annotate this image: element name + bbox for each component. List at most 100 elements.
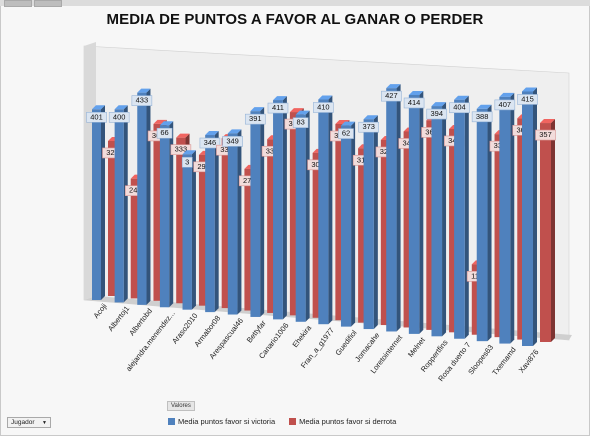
bar-derrota-acoji[interactable] (108, 140, 117, 296)
data-label-derrota-araso2010: 299 (197, 162, 210, 171)
bar-victoria-roppertfins[interactable] (431, 106, 443, 337)
bar-side-victoria-armabor08 (214, 131, 219, 313)
bar-top-victoria-melnet (408, 90, 424, 95)
bar-derrota-albertoj1[interactable] (130, 178, 140, 299)
legend-label-derrota: Media puntos favor si derrota (299, 417, 397, 426)
bar-derrota-canario1006[interactable] (289, 112, 300, 316)
data-label-derrota-alejandra-menendez: 333 (175, 145, 188, 154)
category-label-acoji: Acoji (91, 301, 108, 320)
bar-victoria-albertobd[interactable] (137, 92, 147, 305)
data-label-victoria-melnet: 414 (408, 98, 421, 107)
bar-derrota-jomacahe[interactable] (380, 139, 392, 326)
data-label-bg-victoria-jomacahe (358, 121, 380, 133)
bar-victoria-loretointernet[interactable] (386, 88, 397, 332)
bar-top-victoria-rosa-duerto-7 (454, 95, 469, 100)
bar-derrota-alejandra-menendez[interactable] (176, 137, 186, 304)
values-field-tag[interactable]: Valores (167, 401, 195, 411)
bar-top-victoria-fran-a-g1977 (318, 95, 333, 100)
bar-victoria-fran-a-g1977[interactable] (318, 99, 329, 325)
legend-swatch-derrota (289, 418, 297, 425)
data-label-bg-victoria-canario1006 (267, 102, 289, 114)
bar-victoria-jomacahe[interactable] (363, 119, 374, 330)
bar-side-victoria-alejandra-menendez (169, 121, 174, 308)
bar-top-victoria-ehekira (295, 110, 310, 115)
bar-top-victoria-canario1006 (273, 96, 287, 101)
data-label-derrota-arespascual46: 273 (243, 176, 256, 185)
bar-top-victoria-roppertfins (431, 102, 447, 107)
bar-derrota-xavi876[interactable] (540, 123, 551, 342)
bar-side-victoria-albertoj1 (123, 105, 128, 303)
bar-victoria-alejandra-menendez[interactable] (159, 125, 170, 308)
data-label-bg-victoria-loretointernet (381, 90, 402, 102)
bar-victoria-albertoj1[interactable] (114, 109, 124, 303)
bar-victoria-guedifiol[interactable] (340, 125, 352, 327)
data-label-derrota-jomacahe: 329 (380, 147, 393, 156)
data-label-bg-victoria-xavi876 (517, 94, 538, 105)
category-label-txemamd: Txemamd (490, 345, 518, 377)
bar-derrota-guedifiol[interactable] (358, 148, 369, 323)
data-label-bg-victoria-sloopes63 (471, 111, 493, 123)
bar-side-victoria-sloopes63 (487, 104, 492, 342)
data-label-bg-derrota-xavi876 (535, 129, 556, 141)
bar-victoria-ehekira[interactable] (295, 114, 306, 322)
bar-top-victoria-albertoj1 (114, 105, 128, 110)
bar-side-victoria-xavi876 (533, 87, 537, 346)
bar-top-victoria-jomacahe (363, 115, 378, 120)
tab-stub-2[interactable] (34, 0, 62, 7)
data-label-derrota-albertoj1: 248 (129, 186, 142, 195)
bar-derrota-ehekira[interactable] (312, 152, 323, 318)
bar-side-victoria-arespascual46 (237, 129, 242, 315)
data-label-bg-victoria-bettyfar (244, 113, 266, 125)
bar-side-victoria-melnet (419, 90, 424, 334)
category-label-alejandra-menendez: alejandra.menendez... (124, 309, 177, 373)
data-label-bg-victoria-arespascual46 (222, 136, 243, 147)
bar-victoria-sloopes63[interactable] (476, 108, 488, 342)
legend-item-victoria: Media puntos favor si victoria (168, 417, 275, 426)
data-label-derrota-bettyfar: 330 (266, 146, 279, 155)
bar-derrota-bettyfar[interactable] (267, 139, 277, 313)
data-label-victoria-ehekira: 83 (296, 118, 304, 127)
tab-stub-1[interactable] (4, 0, 32, 7)
bar-side-victoria-albertobd (146, 88, 151, 305)
bar-side-victoria-roppertfins (442, 102, 447, 337)
bar-victoria-melnet[interactable] (408, 94, 420, 334)
data-label-victoria-albertobd: 433 (136, 96, 149, 105)
data-label-victoria-bettyfar: 391 (249, 114, 262, 123)
bar-top-victoria-sloopes63 (476, 104, 492, 109)
bar-derrota-arespascual46[interactable] (244, 168, 255, 311)
bar-victoria-canario1006[interactable] (273, 100, 283, 320)
data-label-bg-victoria-ehekira (292, 117, 309, 128)
bar-derrota-armabor08[interactable] (221, 138, 232, 309)
data-label-bg-victoria-fran-a-g1977 (313, 102, 334, 113)
category-label-albertoj1: Albertoj1 (106, 304, 131, 333)
bar-derrota-albertobd[interactable] (153, 123, 163, 301)
bar-victoria-acoji[interactable] (92, 109, 101, 301)
legend-label-victoria: Media puntos favor si victoria (178, 417, 276, 426)
legend-swatch-victoria (168, 418, 175, 425)
bar-side-victoria-acoji (101, 105, 105, 301)
legend: Media puntos favor si victoria Media pun… (168, 417, 396, 426)
data-label-victoria-roppertfins: 394 (431, 109, 444, 118)
bar-victoria-xavi876[interactable] (522, 91, 533, 346)
data-label-victoria-guedifiol: 62 (342, 129, 350, 138)
bar-victoria-txemamd[interactable] (499, 96, 511, 344)
data-label-bg-victoria-albertobd (131, 95, 153, 106)
data-label-bg-derrota-alejandra-menendez (170, 144, 192, 155)
bar-derrota-fran-a-g1977[interactable] (335, 124, 346, 321)
bar-victoria-bettyfar[interactable] (250, 111, 261, 317)
data-label-victoria-loretointernet: 427 (385, 91, 398, 100)
data-label-victoria-albertoj1: 400 (113, 112, 126, 121)
bar-victoria-arespascual46[interactable] (227, 133, 238, 315)
bar-side-derrota-xavi876 (551, 119, 555, 342)
data-label-bg-victoria-acoji (86, 112, 107, 123)
category-label-ehekira: Ehekira (290, 323, 313, 349)
bar-victoria-armabor08[interactable] (205, 135, 215, 313)
data-label-victoria-sloopes63: 388 (476, 112, 489, 121)
bar-victoria-rosa-duerto-7[interactable] (454, 99, 465, 339)
bar-victoria-araso2010[interactable] (182, 154, 192, 310)
bar-derrota-loretointernet[interactable] (403, 131, 414, 328)
jugador-filter-button[interactable]: Jugador ▼ (7, 417, 51, 428)
bar-derrota-araso2010[interactable] (198, 154, 209, 306)
category-label-guedifiol: Guedifiol (333, 328, 359, 357)
